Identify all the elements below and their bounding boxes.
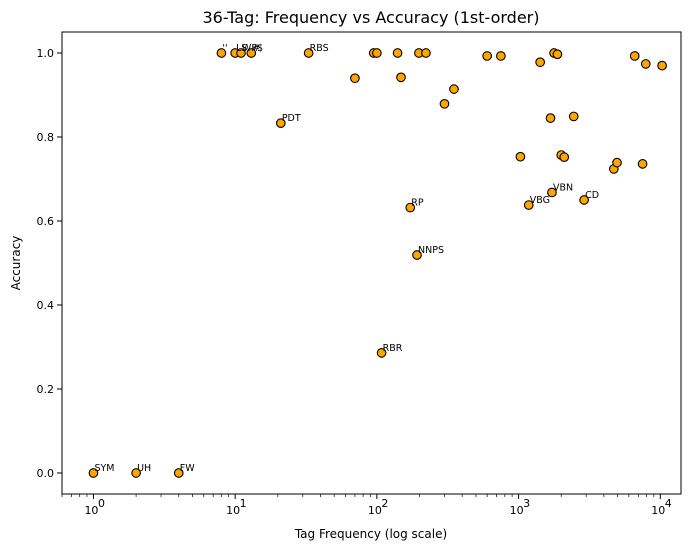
point-label: LS xyxy=(236,43,247,54)
x-tick-exponent: 4 xyxy=(665,497,672,510)
data-point xyxy=(216,48,227,58)
data-point xyxy=(637,159,648,169)
data-point xyxy=(535,57,546,68)
data-point xyxy=(396,72,406,83)
y-tick-label: 0.0 xyxy=(37,467,55,480)
data-point xyxy=(88,468,99,478)
data-point xyxy=(640,59,651,69)
data-point xyxy=(515,151,526,162)
data-point xyxy=(372,48,382,58)
data-point xyxy=(523,200,534,210)
y-axis-label: Accuracy xyxy=(9,236,23,291)
points-layer xyxy=(88,48,667,478)
data-point xyxy=(236,48,246,58)
data-point xyxy=(173,468,184,478)
data-point xyxy=(482,51,492,61)
point-label: FW xyxy=(180,463,195,474)
point-label: RBS xyxy=(310,43,329,54)
data-point xyxy=(275,118,286,128)
data-point xyxy=(449,84,459,94)
data-point xyxy=(552,49,563,60)
chart-title: 36-Tag: Frequency vs Accuracy (1st-order… xyxy=(203,8,540,27)
point-label: PDT xyxy=(282,113,301,124)
point-label: CD xyxy=(585,190,599,201)
x-tick-exponent: 1 xyxy=(240,497,247,510)
y-tick-label: 1.0 xyxy=(37,47,55,60)
data-point xyxy=(392,48,403,58)
data-point xyxy=(131,468,141,478)
data-point xyxy=(545,113,556,123)
point-label: NNPS xyxy=(418,245,444,256)
data-point xyxy=(376,348,387,358)
data-point xyxy=(246,48,257,58)
data-point xyxy=(439,98,450,109)
y-axis: 0.0 0.2 0.4 0.6 0.8 1.0 xyxy=(37,47,62,480)
point-label: VBN xyxy=(553,182,573,193)
data-point xyxy=(629,51,640,61)
y-tick-label: 0.8 xyxy=(37,131,55,144)
x-tick-exponent: 0 xyxy=(98,497,105,510)
data-point xyxy=(405,202,416,213)
x-tick-exponent: 3 xyxy=(523,497,530,510)
point-label: SYM xyxy=(94,463,114,474)
point-label: RP xyxy=(411,198,424,209)
x-tick-label: 10 xyxy=(368,504,382,517)
x-tick-exponent: 2 xyxy=(381,497,388,510)
data-point xyxy=(612,157,622,168)
data-point xyxy=(568,111,579,122)
point-label: WP$ xyxy=(242,43,263,54)
y-tick-label: 0.4 xyxy=(37,299,55,312)
data-point xyxy=(303,48,314,58)
x-tick-label: 10 xyxy=(510,504,524,517)
point-label: UH xyxy=(137,463,151,474)
data-point xyxy=(350,73,360,84)
point-label: RBR xyxy=(383,343,403,354)
x-tick-label: 10 xyxy=(84,504,98,517)
point-label: '' xyxy=(222,43,227,54)
data-point xyxy=(421,48,431,58)
point-label: VBG xyxy=(530,195,550,206)
point-label: # xyxy=(252,43,260,54)
data-point xyxy=(547,187,557,198)
x-tick-label: 10 xyxy=(226,504,240,517)
plot-frame xyxy=(61,31,682,495)
y-tick-label: 0.2 xyxy=(37,383,55,396)
data-point xyxy=(412,250,422,260)
y-tick-label: 0.6 xyxy=(37,215,55,228)
data-point xyxy=(496,51,506,61)
x-tick-label: 10 xyxy=(651,504,665,517)
x-axis-label: Tag Frequency (log scale) xyxy=(294,527,447,541)
data-point xyxy=(579,195,589,205)
data-point xyxy=(559,152,570,163)
data-point xyxy=(657,60,667,71)
